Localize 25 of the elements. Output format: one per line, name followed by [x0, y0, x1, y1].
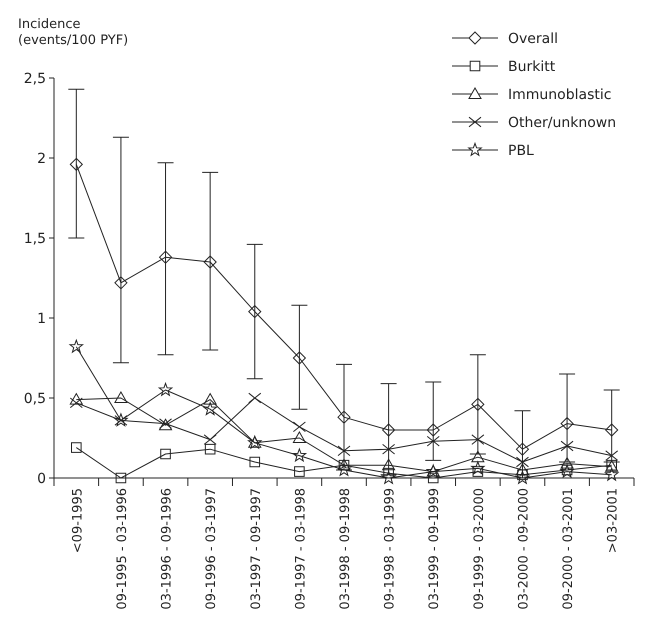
legend-label: Other/unknown: [508, 114, 616, 131]
x-tick-label: 09-1995 - 03-1996: [114, 488, 130, 610]
x-tick-label: 09-1998 - 03-1999: [382, 488, 398, 610]
legend-label: Overall: [508, 30, 558, 47]
y-tick-label: 1,5: [24, 230, 46, 247]
x-tick-label: 03-2000 - 09-2000: [516, 488, 532, 610]
y-axis-title: Incidence (events/100 PYF): [18, 17, 128, 48]
y-tick-label: 1: [37, 310, 46, 327]
x-tick-label: 09-1997 - 03-1998: [293, 488, 308, 610]
x-tick-label: 09-2000 - 03-2001: [561, 488, 576, 610]
legend-label: PBL: [508, 142, 534, 159]
x-tick-label: >03-2001: [606, 488, 621, 554]
x-tick-label: 03-1999 - 09-1999: [427, 488, 442, 610]
y-tick-label: 2,5: [24, 70, 46, 87]
legend-label: Burkitt: [508, 58, 556, 75]
x-tick-label: <09-1995: [70, 488, 86, 554]
legend-label: Immunoblastic: [508, 86, 612, 103]
y-tick-label: 0: [37, 470, 46, 487]
x-tick-label: 03-1998 - 09-1998: [338, 488, 353, 610]
x-tick-label: 09-1996 - 03-1997: [204, 488, 220, 610]
x-tick-label: 09-1999 - 03-2000: [472, 488, 487, 610]
x-tick-label: 03-1997 - 09-1997: [248, 488, 264, 610]
y-tick-label: 0,5: [24, 390, 46, 407]
y-tick-label: 2: [37, 150, 46, 167]
x-tick-label: 03-1996 - 09-1996: [160, 488, 175, 610]
